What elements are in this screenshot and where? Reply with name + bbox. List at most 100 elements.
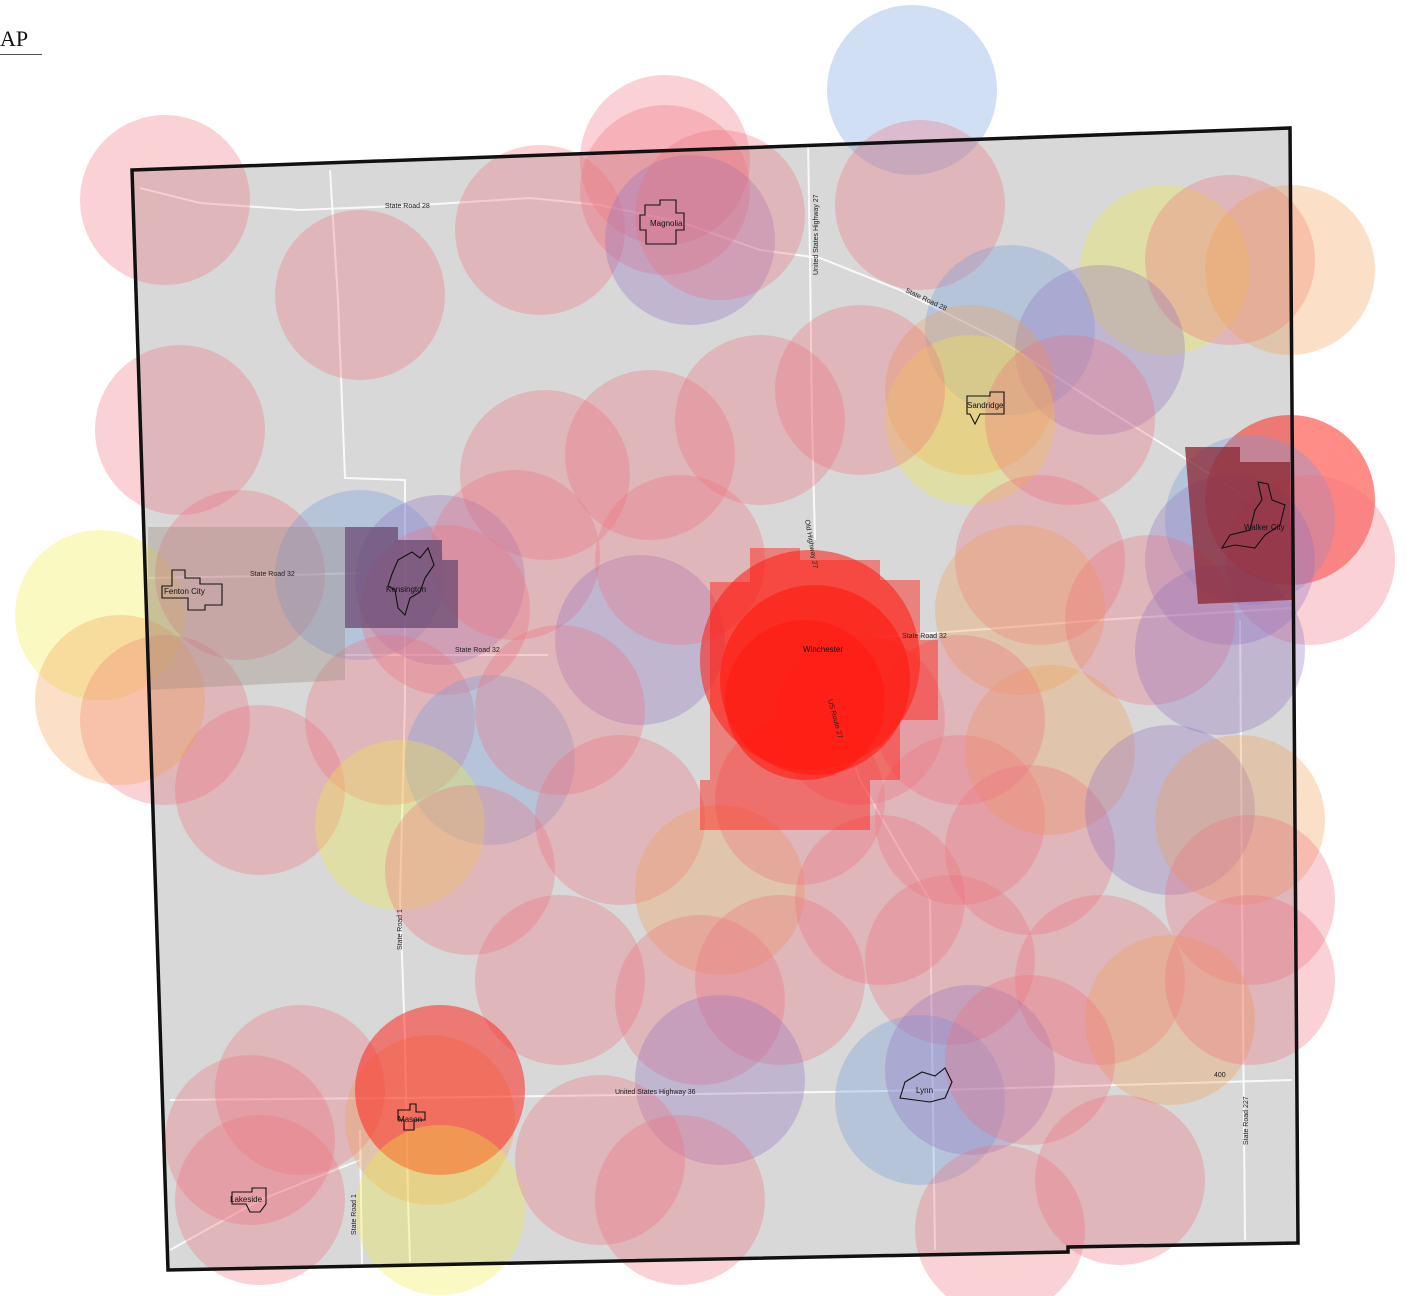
heat-circle-pink <box>385 785 555 955</box>
road-us-highway-27 <box>807 139 816 541</box>
town-outline-sandridge <box>966 391 1005 426</box>
town-label-fenton-city: Fenton City <box>164 587 205 596</box>
heat-circle-pink <box>175 1115 345 1285</box>
town-outline-lakeside <box>231 1187 267 1213</box>
heat-circle-pink <box>1145 175 1315 345</box>
heat-circle-pink <box>580 75 750 245</box>
heat-circle-purple <box>1135 565 1305 735</box>
heat-circle-yellow <box>885 335 1055 505</box>
town-label-sandridge: Sandridge <box>967 401 1004 410</box>
town-polygon-walker-city <box>1185 447 1292 604</box>
heat-circle-pink <box>535 735 705 905</box>
heat-circle-pink <box>460 390 630 560</box>
heat-circle-pink <box>455 145 625 315</box>
town-outline-walker-city <box>1220 481 1286 549</box>
heat-circle-orange <box>1155 735 1325 905</box>
heat-circle-pink <box>1015 895 1185 1065</box>
heat-circle-pink <box>475 895 645 1065</box>
road-label-us-highway-27: United States Highway 27 <box>813 194 820 275</box>
heat-circle-pink <box>915 1145 1085 1296</box>
road-sw-diagonal <box>169 1159 361 1251</box>
town-label-kensington: Kensington <box>386 585 426 594</box>
heat-circle-pink <box>175 705 345 875</box>
town-outline-lynn <box>899 1067 953 1103</box>
county-border <box>130 126 1300 1272</box>
heat-circle-orange <box>935 525 1105 695</box>
heat-circle-purple <box>635 995 805 1165</box>
heat-circle-purple <box>1015 265 1185 435</box>
road-state-road-32-east <box>839 607 1293 641</box>
heat-circle-pink <box>955 475 1125 645</box>
road-label-state-road-227: State Road 227 <box>1243 1096 1250 1145</box>
heat-circle-pink <box>1165 815 1335 985</box>
town-polygon-fenton-city <box>148 527 345 690</box>
heat-circle-purple <box>885 985 1055 1155</box>
heat-circle-pink <box>595 1115 765 1285</box>
road-us-highway-36 <box>169 1079 1293 1101</box>
heat-circle-purple <box>555 555 725 725</box>
heat-hotspot-winchester <box>725 620 885 780</box>
heat-circle-pink <box>865 875 1035 1045</box>
heat-circle-yellow <box>15 530 185 700</box>
heat-circle-pink <box>80 635 250 805</box>
heat-circle-pink <box>1035 1095 1205 1265</box>
town-outline-mason <box>397 1103 426 1131</box>
road-state-road-1-south <box>359 1129 363 1266</box>
heat-circle-pink <box>835 120 1005 290</box>
heat-circle-orange <box>635 805 805 975</box>
heat-circle-pink <box>985 335 1155 505</box>
road-label-400: 400 <box>1214 1072 1226 1079</box>
road-state-road-28-east <box>679 221 1251 501</box>
heat-circle-pink <box>95 345 265 515</box>
road-label-state-road-1-north: State Road 1 <box>397 909 404 950</box>
town-label-magnolia: Magnolia <box>650 219 683 228</box>
heat-circle-pink <box>945 975 1115 1145</box>
heat-circle-pink <box>155 490 325 660</box>
heat-circle-orange <box>35 615 205 785</box>
heat-circle-pink <box>275 210 445 380</box>
heat-circle-pink <box>695 895 865 1065</box>
town-label-winchester: Winchester <box>803 645 843 654</box>
heat-circle-yellow <box>315 740 485 910</box>
road-label-state-road-32-east: State Road 32 <box>902 633 947 640</box>
heat-circle-pink <box>875 735 1045 905</box>
town-polygon-winchester <box>700 548 938 830</box>
map-header-label: AP <box>0 26 43 55</box>
heat-circle-pink <box>635 130 805 300</box>
road-label-state-road-1-south: State Road 1 <box>351 1194 358 1235</box>
town-outline-kensington <box>387 546 435 617</box>
road-label-state-road-32-lower: State Road 32 <box>455 647 500 654</box>
heat-circle-blue <box>405 675 575 845</box>
heat-circle-pink <box>515 1075 685 1245</box>
heat-circle-orange <box>1085 935 1255 1105</box>
road-state-road-227 <box>1239 619 1246 1241</box>
road-state-road-28-west <box>139 187 681 223</box>
town-polygon-kensington <box>345 527 458 628</box>
heat-circle-pink <box>615 915 785 1085</box>
road-label-state-road-32-west: State Road 32 <box>250 571 295 578</box>
heat-circle-pink <box>165 1055 335 1225</box>
heat-circle-pink <box>1065 535 1235 705</box>
heat-circle-orange <box>965 665 1135 835</box>
road-network <box>139 139 1293 1266</box>
town-label-walker-city: Walker City <box>1244 523 1285 532</box>
heat-circle-orange <box>885 305 1055 475</box>
town-outlines <box>161 199 1286 1213</box>
heat-circle-pink <box>430 470 600 640</box>
heat-circle-pink <box>305 635 475 805</box>
heat-circle-yellow <box>355 1125 525 1295</box>
heat-circle-pink <box>795 815 965 985</box>
heat-circle-pink <box>775 305 945 475</box>
heat-circle-purple <box>1085 725 1255 895</box>
heat-circle-blue <box>925 245 1095 415</box>
road-label-state-road-28-west: State Road 28 <box>385 203 430 210</box>
heat-circle-blue <box>835 1015 1005 1185</box>
town-label-lynn: Lynn <box>916 1086 933 1095</box>
heat-circle-pink <box>675 335 845 505</box>
heat-circle-pink <box>80 115 250 285</box>
heat-circle-pink <box>215 1005 385 1175</box>
heat-circle-pink <box>945 765 1115 935</box>
town-outline-magnolia <box>639 199 685 245</box>
town-polygons <box>148 447 1292 830</box>
